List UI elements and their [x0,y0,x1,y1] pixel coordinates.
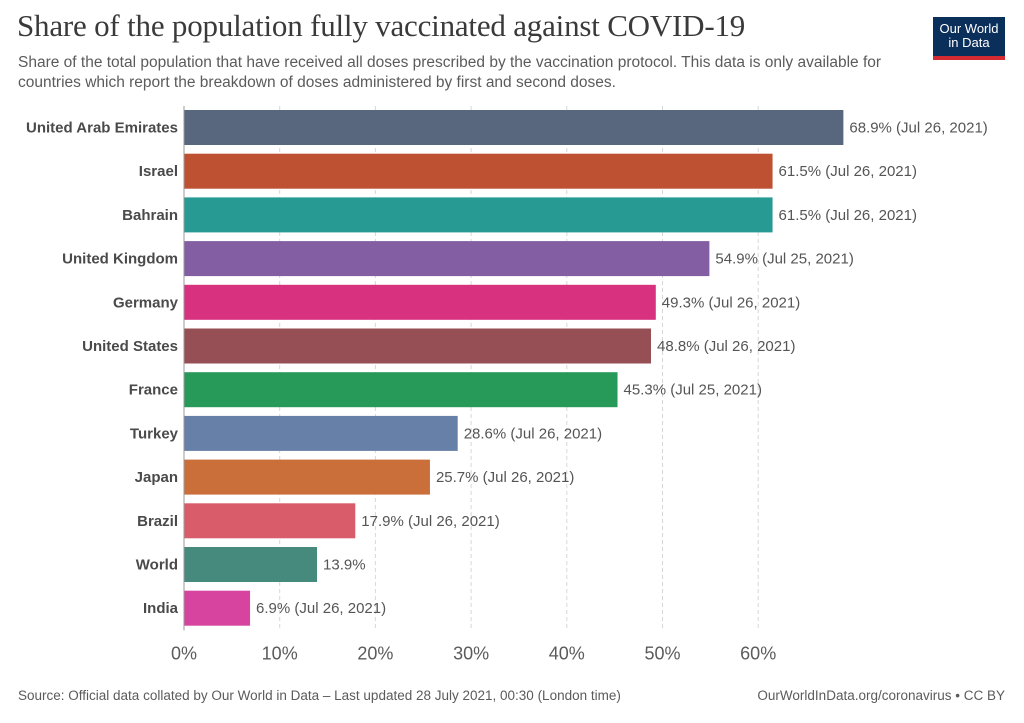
bar[interactable] [184,197,773,233]
bar[interactable] [184,459,430,495]
category-label: France [129,382,178,399]
category-label: Turkey [130,425,179,442]
value-label: 54.9% (Jul 25, 2021) [715,251,853,268]
value-label: 45.3% (Jul 25, 2021) [624,382,762,399]
x-tick-label: 10% [262,643,298,663]
bar[interactable] [184,284,656,320]
category-label: Germany [113,294,179,311]
bar[interactable] [184,328,652,364]
category-label: World [136,557,178,574]
x-tick-label: 40% [549,643,585,663]
value-label: 17.9% (Jul 26, 2021) [361,513,499,530]
bar-chart: United Arab Emirates 68.9% (Jul 26, 2021)… [26,106,988,663]
category-label: Brazil [137,513,178,530]
value-label: 68.9% (Jul 26, 2021) [849,120,987,137]
bar[interactable] [184,153,773,189]
value-label: 25.7% (Jul 26, 2021) [436,469,574,486]
bar[interactable] [184,241,710,277]
x-tick-label: 50% [644,643,680,663]
category-label: Japan [135,469,178,486]
x-tick-label: 30% [453,643,489,663]
bar[interactable] [184,503,356,539]
logo-line-1: Our World [939,21,999,36]
category-label: Israel [139,163,178,180]
category-label: India [143,600,179,617]
value-label: 61.5% (Jul 26, 2021) [779,163,917,180]
owid-logo[interactable]: Our World in Data [933,17,1005,60]
bar[interactable] [184,110,844,145]
value-label: 48.8% (Jul 26, 2021) [657,338,795,355]
chart-subtitle: Share of the total population that have … [18,54,882,91]
category-label: United Kingdom [62,251,178,268]
bar[interactable] [184,415,458,451]
bar[interactable] [184,590,251,626]
bar[interactable] [184,547,318,582]
value-label: 6.9% (Jul 26, 2021) [256,600,386,617]
bar[interactable] [184,372,618,408]
value-label: 28.6% (Jul 26, 2021) [464,425,602,442]
value-label: 49.3% (Jul 26, 2021) [662,294,800,311]
logo-line-2: in Data [948,35,990,50]
category-label: United States [82,338,178,355]
source-note: Source: Official data collated by Our Wo… [18,688,621,703]
x-tick-label: 0% [171,643,197,663]
x-tick-label: 60% [740,643,776,663]
credit-link[interactable]: OurWorldInData.org/coronavirus • CC BY [757,688,1005,703]
category-label: Bahrain [122,207,178,224]
value-label: 61.5% (Jul 26, 2021) [779,207,917,224]
chart-title: Share of the population fully vaccinated… [17,8,746,43]
value-label: 13.9% [323,557,366,574]
x-tick-label: 20% [357,643,393,663]
category-label: United Arab Emirates [26,120,178,137]
